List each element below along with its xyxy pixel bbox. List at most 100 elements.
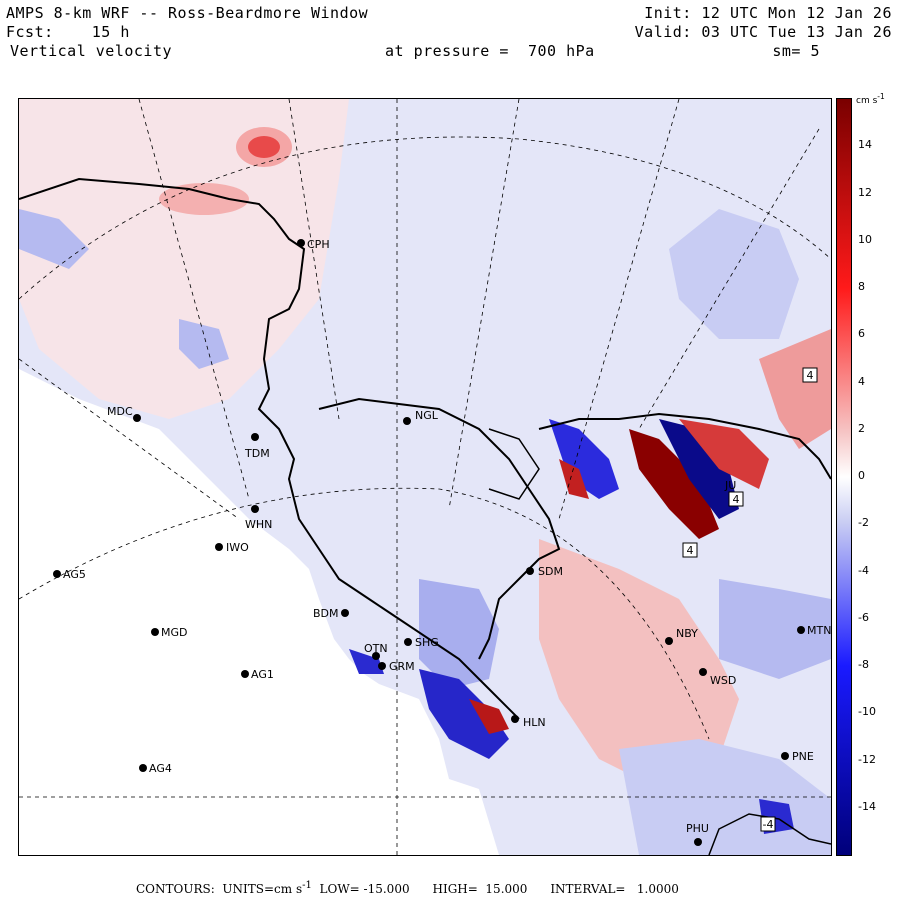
field-blue-strong-2 [659,419,739,519]
station-dot-otn [372,652,380,660]
field-blue-strong-3 [419,669,509,759]
station-dot-grm [378,662,386,670]
contour-footer: CONTOURS: UNITS=cm s-1 LOW= -15.000 HIGH… [136,880,679,896]
station-dot-pne [781,752,789,760]
station-label-ngl: NGL [415,409,439,422]
coastline-inner [488,428,540,500]
station-label-mtn: MTN [807,624,831,637]
field-red-strong-1 [629,429,719,539]
station-dot-ag1 [241,670,249,678]
colorbar-tick: 6 [858,327,865,341]
field-blue-ne [669,209,799,339]
colorbar-tick: 14 [858,138,872,152]
station-label-otn: OTN [364,642,388,655]
contour-label: -4 [763,818,774,831]
station-label-mdc: MDC [107,405,133,418]
station-label-ju: JU [724,479,736,492]
graticule-lat-2 [19,487,710,740]
station-dot-whn [251,505,259,513]
colorbar-tick: 8 [858,280,865,293]
station-label-ag5: AG5 [63,568,86,581]
init-time: Init: 12 UTC Mon 12 Jan 26 [644,4,892,22]
station-dot-ngl [403,417,411,425]
colorbar-tick: -2 [858,516,869,530]
colorbar-tick: -4 [858,563,869,577]
station-dot-cph [297,239,305,247]
station-label-phu: PHU [686,822,709,835]
footer-interval: INTERVAL= 1.0000 [550,882,679,896]
station-dot-hln [511,715,519,723]
station-label-iwo: IWO [226,541,249,554]
field-name: Vertical velocity [10,42,173,60]
field-red-strong-4 [469,699,509,734]
pressure-level: at pressure = 700 hPa [385,42,595,60]
footer-units: UNITS=cm s [222,882,303,896]
station-label-cph: CPH [307,238,330,251]
station-dot-tdm [251,433,259,441]
colorbar-svg [837,99,851,855]
station-dot-phu [694,838,702,846]
station-label-nby: NBY [676,627,698,640]
colorbar-tick: -6 [858,610,869,624]
field-blue-mtn [719,579,831,679]
colorbar [836,98,852,856]
station-label-sdm: SDM [538,565,563,578]
station-dot-mdc [133,414,141,422]
field-blue-strong-1 [549,419,619,499]
field-red-strong-2 [679,419,769,489]
field-blue-ross [419,579,499,689]
colorbar-tick: -8 [858,658,869,671]
station-label-ag1: AG1 [251,668,274,681]
station-label-whn: WHN [245,518,272,531]
graticule-lon-6 [638,128,820,430]
field-red-strong-3 [559,459,589,499]
field-pink-east [759,329,831,449]
station-label-pne: PNE [792,750,814,763]
graticule-lon-7 [19,358,240,520]
colorbar-tick: -10 [858,705,876,719]
contour-label: 4 [807,369,814,382]
station-label-wsd: WSD [710,674,736,687]
field-red-coast [159,183,249,215]
station-label-ag4: AG4 [149,762,172,775]
contour-labels: 4 4 4 -4 [682,367,818,832]
colorbar-tick: 2 [858,421,865,435]
station-dot-ag5 [53,570,61,578]
footer-high: HIGH= 15.000 [432,882,528,896]
station-dot-nby [665,637,673,645]
footer-units-exp: -1 [302,880,312,891]
map-canvas: 4 4 4 -4 CPH MDC NGL TDM WHN IWO AG5 SDM [19,99,831,855]
graticule [19,99,831,855]
contour-label: 4 [733,493,740,506]
coastline-transantarctic [538,412,831,480]
contour-label-box-3 [682,542,698,558]
footer-contours: CONTOURS: [136,882,215,896]
station-label-mgd: MGD [161,626,188,639]
colorbar-tick: 10 [858,232,872,246]
contour-label: 4 [687,544,694,557]
station-label-bdm: BDM [313,607,339,620]
field-white-region [19,369,499,855]
station-label-hln: HLN [523,716,546,729]
station-dot-mtn [797,626,805,634]
colorbar-unit: cm s-1 [856,92,885,106]
field-blue-west [19,209,89,269]
contour-label-box-4 [760,816,776,832]
forecast-hour: Fcst: 15 h [6,23,130,41]
smoothing-value: sm= 5 [772,42,820,60]
coastline-west [19,177,520,720]
graticule-lon-2 [138,99,250,500]
station-dot-mgd [151,628,159,636]
colorbar-gradient [837,99,851,855]
station-dot-ag4 [139,764,147,772]
station-dot-sdm [526,567,534,575]
contour-label-box-2 [728,491,744,507]
station-dot-shg [404,638,412,646]
footer-low: LOW= -15.000 [319,882,410,896]
field-red-top-inner [248,136,280,158]
stations: CPH MDC NGL TDM WHN IWO AG5 SDM BDM MGD … [53,238,831,846]
station-dot-iwo [215,543,223,551]
station-label-grm: GRM [389,660,415,673]
field-pink-south [539,539,739,789]
valid-time: Valid: 03 UTC Tue 13 Jan 26 [634,23,892,41]
